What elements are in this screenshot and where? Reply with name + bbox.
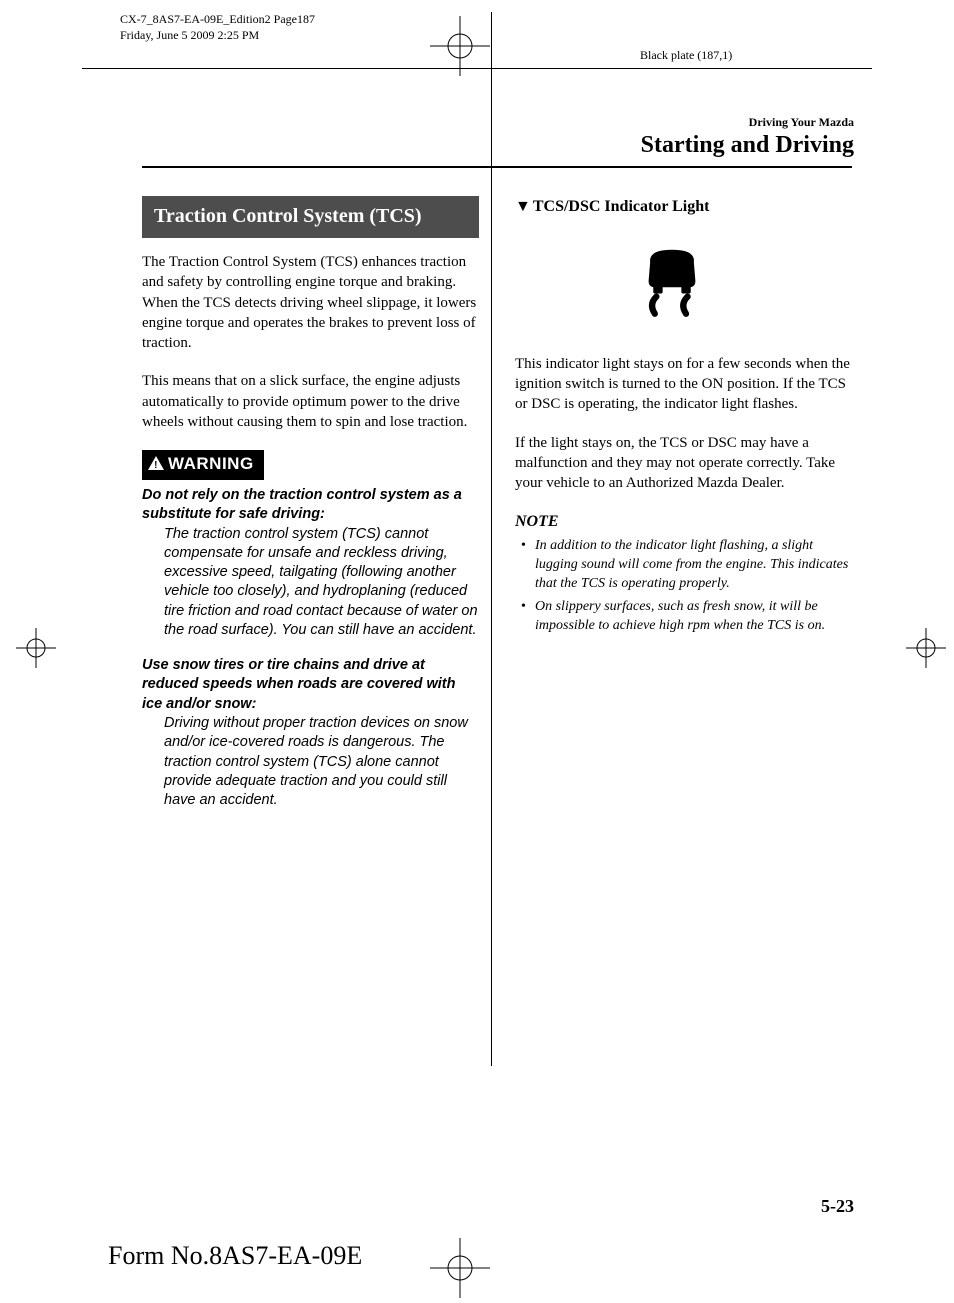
body-paragraph: The Traction Control System (TCS) enhanc… <box>142 252 479 353</box>
note-heading: NOTE <box>515 511 852 533</box>
warning-block: Do not rely on the traction control syst… <box>142 486 479 640</box>
chapter-header: Driving Your Mazda Starting and Driving <box>641 115 854 159</box>
body-paragraph: If the light stays on, the TCS or DSC ma… <box>515 433 852 494</box>
right-column: ▼TCS/DSC Indicator Light This indicator … <box>515 196 852 1246</box>
warning-triangle-icon: ! <box>148 454 164 477</box>
note-item: In addition to the indicator light flash… <box>515 537 852 594</box>
page-number: 5-23 <box>821 1196 854 1217</box>
chapter-rule <box>142 166 852 168</box>
svg-text:!: ! <box>154 460 158 470</box>
note-item: On slippery surfaces, such as fresh snow… <box>515 598 852 636</box>
warning-body: The traction control system (TCS) cannot… <box>142 525 479 641</box>
column-divider <box>491 12 492 1066</box>
chapter-title: Starting and Driving <box>641 132 854 159</box>
black-plate-label: Black plate (187,1) <box>640 48 732 63</box>
body-paragraph: This means that on a slick surface, the … <box>142 371 479 432</box>
warning-badge: ! WARNING <box>142 450 264 480</box>
down-triangle-icon: ▼ <box>515 198 531 215</box>
crop-mark-left <box>16 628 56 673</box>
crop-mark-top <box>430 16 490 81</box>
warning-label-text: WARNING <box>168 454 254 473</box>
doc-date-line: Friday, June 5 2009 2:25 PM <box>120 28 315 44</box>
sub-heading: ▼TCS/DSC Indicator Light <box>515 196 852 218</box>
crop-mark-right <box>906 628 946 673</box>
header-meta: CX-7_8AS7-EA-09E_Edition2 Page187 Friday… <box>120 12 315 43</box>
section-heading-box: Traction Control System (TCS) <box>142 196 479 238</box>
warning-lead: Use snow tires or tire chains and drive … <box>142 657 455 712</box>
warning-body: Driving without proper traction devices … <box>142 714 479 810</box>
note-list: In addition to the indicator light flash… <box>515 537 852 635</box>
chapter-eyebrow: Driving Your Mazda <box>641 115 854 130</box>
warning-lead: Do not rely on the traction control syst… <box>142 487 462 522</box>
trim-line-top <box>82 68 872 69</box>
body-paragraph: This indicator light stays on for a few … <box>515 354 852 415</box>
warning-block: Use snow tires or tire chains and drive … <box>142 656 479 810</box>
sub-heading-text: TCS/DSC Indicator Light <box>533 198 710 215</box>
tcs-dsc-indicator-icon <box>515 232 852 354</box>
left-column: Traction Control System (TCS) The Tracti… <box>142 196 479 1246</box>
form-number: Form No.8AS7-EA-09E <box>108 1241 362 1271</box>
doc-id-line: CX-7_8AS7-EA-09E_Edition2 Page187 <box>120 12 315 28</box>
content-area: Traction Control System (TCS) The Tracti… <box>142 196 852 1246</box>
crop-mark-bottom <box>430 1238 490 1303</box>
